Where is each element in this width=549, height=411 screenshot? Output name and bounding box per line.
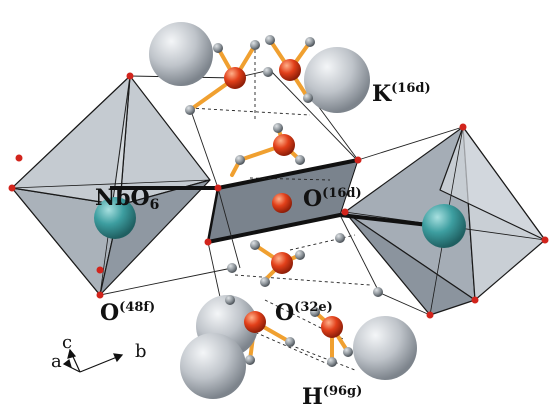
vertex-oxygen-atom — [126, 72, 134, 80]
potassium-atoms — [149, 22, 417, 399]
label-o48f: O(48f) — [100, 300, 155, 326]
hydrogen-atom — [250, 40, 260, 50]
vertex-oxygen-atom — [541, 236, 549, 244]
potassium-atom — [180, 333, 246, 399]
potassium-atom — [304, 47, 370, 113]
hydrogen-atom — [260, 277, 270, 287]
vertex-oxygen-atom — [341, 208, 349, 216]
hydrogen-atom — [185, 105, 195, 115]
label-o32e: O(32e) — [275, 300, 333, 326]
oxygen-atom — [321, 316, 343, 338]
niobium-atom — [422, 204, 466, 248]
hydrogen-atom — [245, 355, 255, 365]
vertex-oxygen-atom — [204, 238, 212, 246]
hydrogen-atom — [295, 250, 305, 260]
oxygen-atom — [271, 252, 293, 274]
label-nbo6: NbO6 — [95, 185, 159, 213]
axis-label-c: c — [62, 332, 72, 353]
axis-label-a: a — [51, 351, 62, 372]
vertex-oxygen-atoms — [8, 72, 549, 319]
vertex-oxygen-atom — [96, 291, 104, 299]
hydrogen-atom — [235, 155, 245, 165]
hydrogen-atoms — [185, 35, 383, 367]
hydrogen-atom — [327, 357, 337, 367]
vertex-oxygen-atom — [214, 184, 222, 192]
vertex-oxygen-atom — [8, 184, 16, 192]
oxygen-atom — [279, 59, 301, 81]
hydrogen-atom — [227, 263, 237, 273]
hydrogen-atom — [225, 295, 235, 305]
niobium-atom — [94, 197, 136, 239]
oxygen-atom — [272, 193, 292, 213]
oxygen-atom — [244, 311, 266, 333]
hydrogen-atom — [343, 347, 353, 357]
axes-indicator — [62, 348, 124, 373]
niobium-atoms — [94, 197, 466, 248]
label-h96g: H(96g) — [302, 384, 362, 410]
label-k16d: K(16d) — [372, 81, 431, 107]
hydrogen-atom — [295, 155, 305, 165]
vertex-oxygen-atom — [426, 311, 434, 319]
hydrogen-atom — [250, 240, 260, 250]
hydrogen-atom — [373, 287, 383, 297]
hydrogen-atom — [263, 67, 273, 77]
hydrogen-atom — [273, 123, 283, 133]
hydrogen-atom — [310, 307, 320, 317]
oxygen-atom — [224, 67, 246, 89]
vertex-oxygen-atom — [354, 156, 362, 164]
vertex-oxygen-atom — [471, 296, 479, 304]
label-o16d: O(16d) — [303, 186, 362, 212]
hydrogen-atom — [213, 43, 223, 53]
hydrogen-atom — [265, 35, 275, 45]
left-nbo6-octahedron — [11, 75, 211, 296]
vertex-oxygen-atom — [15, 154, 23, 162]
vertex-oxygen-atom — [96, 266, 104, 274]
hydrogen-atom — [305, 37, 315, 47]
hydrogen-atom — [285, 337, 295, 347]
oxygen-atom — [273, 134, 295, 156]
hydrogen-atom — [303, 93, 313, 103]
right-nbo6-octahedron — [344, 126, 546, 316]
potassium-atom — [149, 22, 213, 86]
axis-label-b: b — [135, 341, 147, 362]
vertex-oxygen-atom — [459, 123, 467, 131]
hydrogen-atom — [335, 233, 345, 243]
potassium-atom — [353, 316, 417, 380]
oxygen-atoms — [224, 59, 343, 338]
